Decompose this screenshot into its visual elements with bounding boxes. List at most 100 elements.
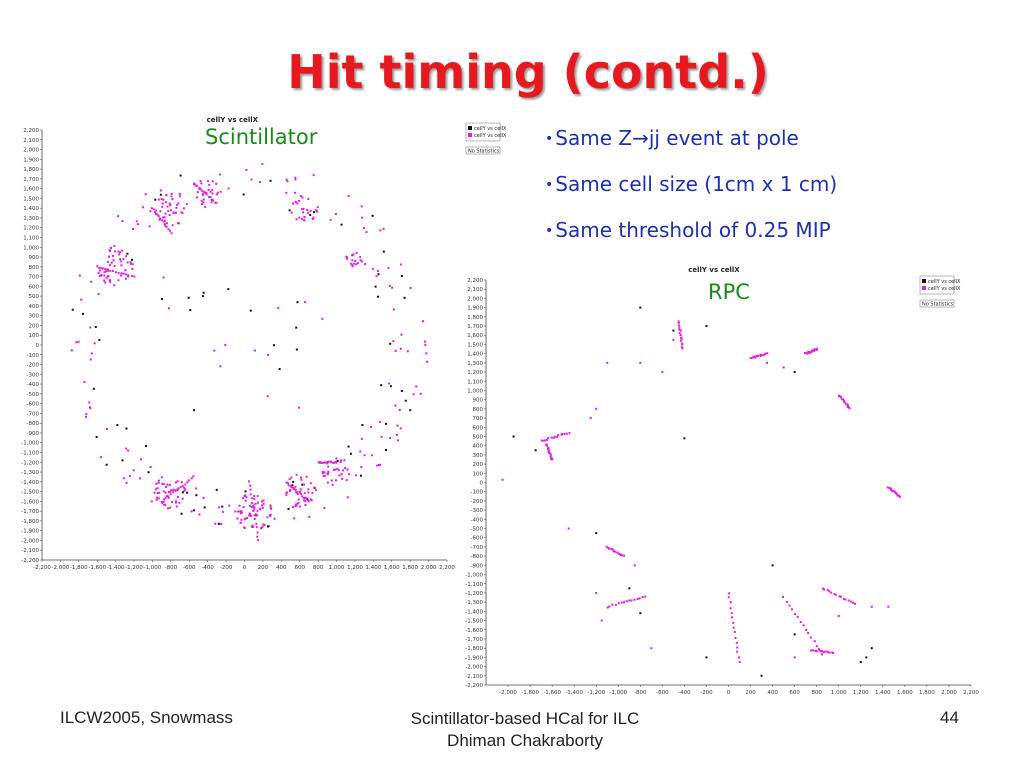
hit-point (125, 447, 128, 450)
track-hit (256, 535, 259, 538)
x-tick-label: -1,000 (144, 565, 162, 571)
cluster-hit (98, 275, 101, 278)
x-tick-label: -600 (656, 690, 669, 696)
hit-point (159, 189, 162, 192)
cluster-hit (164, 212, 167, 215)
x-tick-label: -800 (165, 565, 178, 571)
track-hit (886, 486, 889, 489)
hit-point (870, 605, 873, 608)
cluster-hit (108, 248, 111, 251)
track-hit (167, 495, 170, 498)
track-hit (193, 182, 196, 185)
track-hit (782, 596, 785, 599)
y-tick-label: -500 (27, 392, 40, 398)
cluster-hit (288, 478, 291, 481)
track-hit (209, 196, 212, 199)
cluster-hit (164, 486, 167, 489)
hit-point (121, 220, 124, 223)
hit-point (136, 223, 139, 226)
track-hit (158, 218, 161, 221)
cluster-hit (269, 504, 272, 507)
track-hit (205, 193, 208, 196)
cluster-hit (119, 260, 122, 263)
hit-point (149, 210, 152, 213)
x-tick-label: 1,000 (831, 690, 847, 696)
cluster-hit (114, 250, 117, 253)
hit-point (375, 275, 378, 278)
hit-point (224, 344, 227, 347)
cluster-hit (243, 526, 246, 529)
cluster-hit (240, 511, 243, 514)
hit-point (85, 413, 88, 416)
cluster-hit (297, 498, 300, 501)
track-hit (828, 651, 831, 654)
x-tick-label: -200 (220, 565, 233, 571)
cluster-hit (121, 249, 124, 252)
hit-point-black (71, 308, 74, 311)
cluster-hit (292, 202, 295, 205)
hit-point-black (242, 193, 245, 196)
cluster-hit (157, 481, 160, 484)
y-tick-label: -2,000 (21, 538, 39, 544)
cluster-hit (251, 524, 254, 527)
hit-point-black (309, 213, 312, 216)
track-hit (167, 228, 170, 231)
cluster-hit (175, 505, 178, 508)
hit-point-black (147, 471, 150, 474)
track-hit (192, 475, 195, 478)
track-hit (150, 207, 153, 210)
cluster-hit (303, 499, 306, 502)
cluster-hit (161, 202, 164, 205)
track-hit (833, 593, 836, 596)
x-tick-label: 600 (294, 565, 305, 571)
hit-point (334, 213, 337, 216)
track-hit (731, 616, 734, 619)
track-hit (104, 268, 107, 271)
track-hit (164, 496, 167, 499)
track-hit (760, 353, 763, 356)
hit-point-black (793, 371, 796, 374)
cluster-hit (314, 489, 317, 492)
cluster-hit (298, 216, 301, 219)
cluster-hit (215, 193, 218, 196)
cluster-hit (356, 262, 359, 265)
track-hit (678, 326, 681, 329)
hit-point (347, 195, 350, 198)
y-tick-label: 1,100 (467, 379, 483, 385)
cluster-hit (343, 459, 346, 462)
y-tick-label: -1,300 (465, 600, 483, 606)
hit-point-black (389, 342, 392, 345)
x-tick-label: 1,800 (402, 565, 418, 571)
stats-box (919, 299, 955, 308)
y-tick-label: 2,200 (23, 128, 39, 134)
track-hit (556, 435, 559, 438)
track-hit (896, 493, 899, 496)
track-hit (251, 497, 254, 500)
cluster-hit (105, 276, 108, 279)
hit-point (214, 522, 217, 525)
track-hit (759, 353, 762, 356)
track-hit (548, 451, 551, 454)
hit-point (321, 317, 324, 320)
track-hit (549, 454, 552, 457)
track-hit (127, 274, 130, 277)
track-hit (290, 486, 293, 489)
hit-point (176, 495, 179, 498)
x-tick-label: -800 (634, 690, 647, 696)
cluster-hit (251, 525, 254, 528)
track-hit (612, 550, 615, 553)
cluster-hit (122, 258, 125, 261)
x-tick-label: -600 (183, 565, 196, 571)
hit-point-black (145, 444, 148, 447)
bullet-text: Same threshold of 0.25 MIP (555, 218, 831, 242)
x-tick-label: 2,000 (421, 565, 437, 571)
track-hit (249, 484, 252, 487)
track-hit (893, 490, 896, 493)
cluster-hit (316, 210, 319, 213)
cluster-hit (300, 208, 303, 211)
track-hit (818, 649, 821, 652)
track-hit (850, 600, 853, 603)
hit-point (135, 220, 138, 223)
track-hit (813, 348, 816, 351)
stats-box (465, 146, 501, 155)
